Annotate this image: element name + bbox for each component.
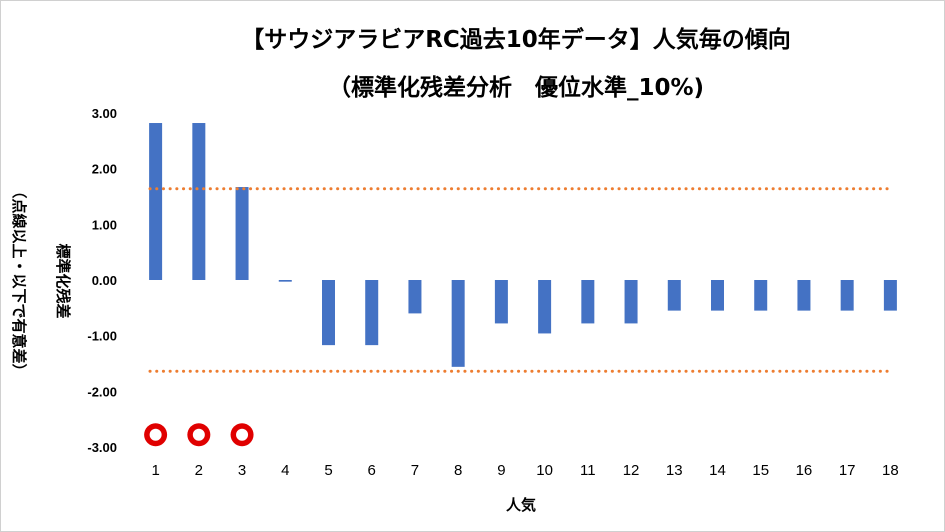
x-tick-label: 12 bbox=[623, 462, 640, 479]
y-axis-title-group: 標準化残差 bbox=[54, 243, 72, 318]
bar bbox=[235, 187, 249, 280]
circle-marker-hole bbox=[192, 428, 205, 441]
x-tick-label: 1 bbox=[151, 462, 159, 479]
reference-lines bbox=[148, 187, 894, 373]
x-tick-label: 13 bbox=[666, 462, 683, 479]
circle-marker-hole bbox=[236, 428, 249, 441]
bar bbox=[192, 123, 206, 281]
y-tick-label: 3.00 bbox=[92, 106, 117, 121]
bar bbox=[322, 280, 335, 346]
circle-marker-hole bbox=[149, 428, 162, 441]
x-tick-label: 2 bbox=[195, 462, 203, 479]
bar bbox=[797, 280, 811, 311]
x-tick-label: 6 bbox=[368, 462, 376, 479]
x-tick-label: 9 bbox=[497, 462, 505, 479]
x-tick-label: 3 bbox=[238, 462, 246, 479]
x-tick-label: 14 bbox=[709, 462, 726, 479]
y-axis-note-group: （点線以上・以下で有意差） bbox=[10, 183, 28, 378]
y-axis-title: 標準化残差 bbox=[54, 243, 72, 318]
x-axis-title: 人気 bbox=[506, 496, 536, 514]
y-tick-label: -1.00 bbox=[87, 329, 117, 344]
x-tick-label: 17 bbox=[839, 462, 856, 479]
bar bbox=[278, 280, 292, 282]
x-tick-label: 15 bbox=[752, 462, 769, 479]
chart-subtitle: （標準化残差分析 優位水準_10%) bbox=[328, 74, 704, 101]
x-tick-label: 18 bbox=[882, 462, 899, 479]
bars bbox=[149, 123, 897, 367]
bar bbox=[451, 280, 465, 367]
y-axis-ticks: 3.00 2.00 1.00 0.00 -1.00 -2.00 -3.00 bbox=[87, 106, 117, 455]
bar bbox=[538, 280, 552, 334]
x-tick-label: 5 bbox=[324, 462, 332, 479]
x-tick-label: 10 bbox=[536, 462, 553, 479]
y-tick-label: 0.00 bbox=[92, 273, 117, 288]
bar bbox=[883, 280, 897, 311]
bar bbox=[711, 280, 724, 311]
y-axis-note: （点線以上・以下で有意差） bbox=[10, 183, 28, 378]
x-tick-label: 4 bbox=[281, 462, 289, 479]
bar bbox=[840, 280, 854, 311]
bar bbox=[624, 280, 638, 324]
bar bbox=[149, 123, 163, 281]
bar bbox=[667, 280, 681, 311]
y-tick-label: 2.00 bbox=[92, 162, 117, 177]
x-tick-label: 8 bbox=[454, 462, 462, 479]
bar bbox=[581, 280, 595, 324]
bar bbox=[754, 280, 768, 311]
chart-title: 【サウジアラビアRC過去10年データ】人気毎の傾向 bbox=[241, 26, 791, 53]
y-tick-label: -3.00 bbox=[87, 440, 117, 455]
y-tick-label: -2.00 bbox=[87, 384, 117, 399]
x-tick-label: 11 bbox=[580, 462, 596, 479]
bar bbox=[408, 280, 422, 314]
x-axis-categories: 1 2 3 4 5 6 7 8 9 10 11 12 13 14 15 16 17 18 bbox=[151, 462, 898, 479]
circle-markers bbox=[144, 423, 254, 447]
x-tick-label: 7 bbox=[411, 462, 419, 479]
y-tick-label: 1.00 bbox=[92, 217, 117, 232]
bar bbox=[494, 280, 508, 324]
bar bbox=[365, 280, 379, 346]
x-tick-label: 16 bbox=[796, 462, 813, 479]
